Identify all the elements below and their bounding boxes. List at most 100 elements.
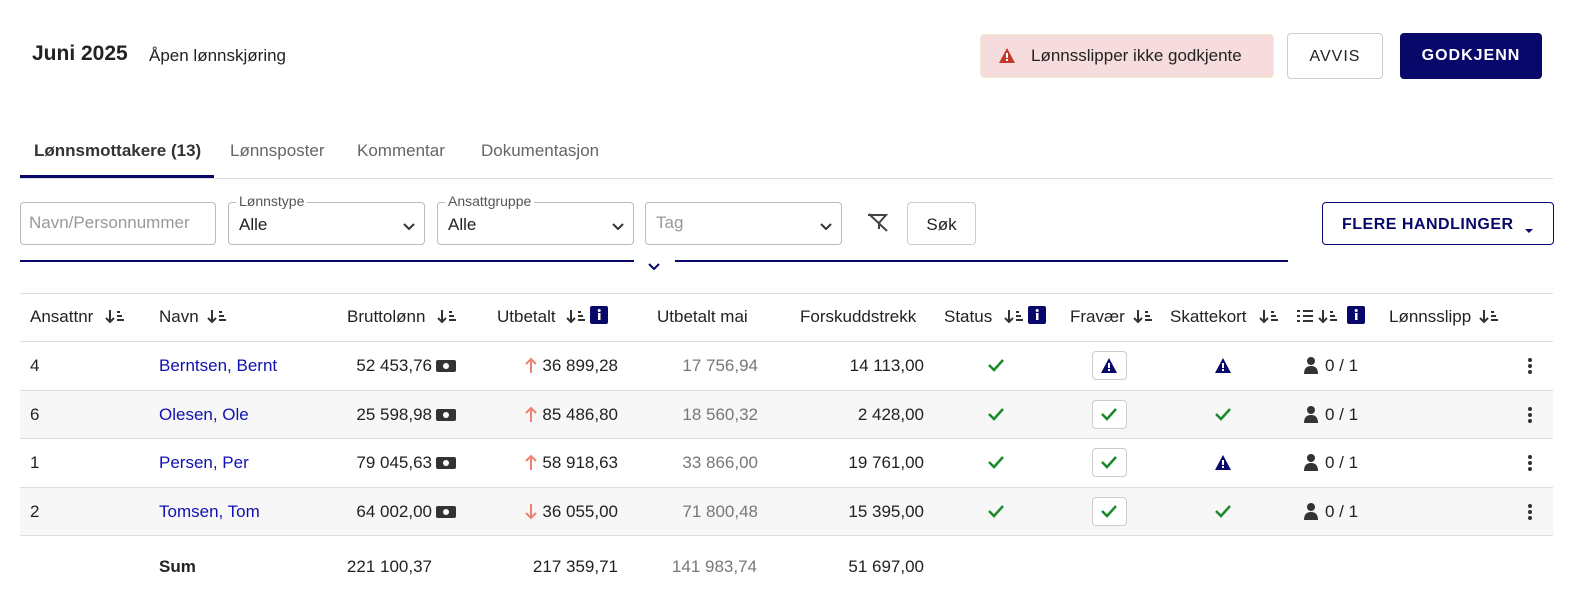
employee-name[interactable]: Olesen, Ole bbox=[159, 404, 249, 424]
caret bbox=[1525, 220, 1533, 238]
tax-deduction: 15 395,00 bbox=[848, 501, 924, 521]
trend-arrow bbox=[525, 406, 537, 428]
tax-deduction: 19 761,00 bbox=[848, 453, 924, 472]
employee-name[interactable]: Persen, Per bbox=[159, 453, 249, 472]
sort-icon[interactable] bbox=[566, 309, 586, 329]
checklist-icon-svg bbox=[1297, 310, 1313, 322]
column-header: Bruttolønn bbox=[347, 307, 426, 326]
alert-text: Lønnsslipper ikke godkjente bbox=[1031, 46, 1242, 65]
tab[interactable]: Lønnsmottakere (13) bbox=[34, 141, 202, 160]
tab[interactable]: Kommentar bbox=[357, 141, 445, 160]
cash-icon bbox=[436, 505, 456, 523]
cash-icon bbox=[436, 456, 456, 474]
paid-may: 33 866,00 bbox=[682, 453, 758, 472]
sort-icon-svg bbox=[1479, 310, 1498, 324]
info-icon-svg bbox=[1347, 306, 1365, 324]
tab[interactable]: Dokumentasjon bbox=[481, 141, 600, 160]
status-icon-svg bbox=[988, 504, 1004, 518]
tab-line bbox=[20, 178, 1553, 179]
trend-arrow-svg bbox=[525, 503, 537, 519]
chevron-svg bbox=[820, 223, 832, 231]
paid-may: 17 756,94 bbox=[682, 356, 758, 375]
chevron-svg bbox=[612, 223, 624, 231]
cash-icon bbox=[436, 359, 456, 377]
person-icon bbox=[1304, 502, 1318, 525]
sort-icon[interactable] bbox=[437, 309, 457, 329]
absence-box[interactable] bbox=[1092, 448, 1127, 477]
select-value: Alle bbox=[239, 215, 268, 234]
column-header: Lønnsslipp bbox=[1389, 307, 1472, 326]
status-icon bbox=[987, 357, 1005, 378]
info-icon bbox=[590, 306, 608, 329]
approve-button[interactable]: GODKJENN bbox=[1400, 33, 1542, 79]
select[interactable] bbox=[645, 202, 842, 245]
select-label: Ansattgruppe bbox=[445, 193, 535, 209]
status-icon-svg bbox=[988, 407, 1004, 421]
gross-pay: 25 598,98 bbox=[356, 404, 432, 424]
cash-icon bbox=[436, 408, 456, 426]
sort-icon-svg bbox=[1259, 310, 1278, 324]
sort-icon[interactable] bbox=[105, 309, 125, 329]
select-label: Lønnstype bbox=[236, 193, 308, 209]
sort-icon-svg bbox=[566, 310, 585, 324]
sort-icon[interactable] bbox=[207, 309, 227, 329]
trend-arrow bbox=[525, 503, 537, 525]
absence-icon-svg bbox=[1101, 358, 1117, 373]
cash-icon-svg bbox=[436, 408, 456, 421]
sort-icon bbox=[1318, 309, 1338, 329]
row-menu[interactable] bbox=[1527, 503, 1533, 526]
column-header: Utbetalt mai bbox=[657, 307, 748, 326]
search-placeholder: Navn/Personnummer bbox=[29, 213, 190, 232]
sort-icon[interactable] bbox=[1004, 309, 1024, 329]
tab[interactable]: Lønnsposter bbox=[230, 141, 325, 160]
absence-icon bbox=[1100, 454, 1118, 476]
search-input[interactable] bbox=[20, 202, 216, 245]
checklist-icon bbox=[1297, 309, 1313, 328]
more-actions-button[interactable]: FLERE HANDLINGER bbox=[1322, 202, 1554, 245]
select-value: Tag bbox=[656, 213, 684, 232]
title: Juni 2025 bbox=[32, 42, 128, 65]
trend-arrow-svg bbox=[525, 454, 537, 470]
person-icon bbox=[1304, 453, 1318, 476]
chevron-svg bbox=[403, 223, 415, 231]
row-menu-svg bbox=[1528, 503, 1532, 520]
row-menu[interactable] bbox=[1527, 406, 1533, 429]
sort-icon[interactable] bbox=[1479, 309, 1499, 329]
sort-icon[interactable] bbox=[1133, 309, 1153, 329]
trend-arrow-svg bbox=[525, 406, 537, 422]
row-menu[interactable] bbox=[1527, 454, 1533, 477]
row-line bbox=[20, 293, 1553, 294]
alert-icon bbox=[998, 47, 1016, 69]
sort-icon-svg bbox=[437, 310, 456, 324]
employee-name[interactable]: Tomsen, Tom bbox=[159, 501, 260, 521]
expand-chevron bbox=[648, 258, 660, 276]
person-icon bbox=[1304, 405, 1318, 428]
row-bg bbox=[20, 390, 1553, 439]
select-value: Alle bbox=[448, 215, 477, 234]
status-icon bbox=[987, 406, 1005, 427]
employee-name[interactable]: Berntsen, Bernt bbox=[159, 356, 278, 375]
cash-icon-svg bbox=[436, 457, 456, 469]
row-menu[interactable] bbox=[1527, 357, 1533, 380]
subtitle: Åpen lønnskjøring bbox=[149, 46, 287, 65]
row-line bbox=[20, 486, 1553, 488]
trend-arrow bbox=[525, 454, 537, 476]
alert-icon-svg bbox=[999, 48, 1015, 63]
chevron bbox=[820, 218, 832, 236]
sort-icon[interactable] bbox=[1259, 309, 1279, 329]
person-icon-svg bbox=[1304, 502, 1318, 520]
paid-may: 71 800,48 bbox=[682, 501, 758, 521]
search-button[interactable]: Søk bbox=[907, 202, 976, 245]
reject-button[interactable]: AVVIS bbox=[1287, 33, 1383, 79]
select[interactable] bbox=[437, 202, 634, 245]
payslip-count: 0 / 1 bbox=[1325, 404, 1359, 424]
tab-underline bbox=[20, 175, 214, 178]
row-line bbox=[20, 535, 1553, 536]
sum-value: 217 359,71 bbox=[532, 557, 618, 576]
absence-icon bbox=[1100, 503, 1118, 525]
select[interactable] bbox=[228, 202, 425, 245]
column-header: Skattekort bbox=[1170, 307, 1247, 326]
person-icon-svg bbox=[1304, 454, 1318, 471]
status-icon bbox=[987, 454, 1005, 475]
